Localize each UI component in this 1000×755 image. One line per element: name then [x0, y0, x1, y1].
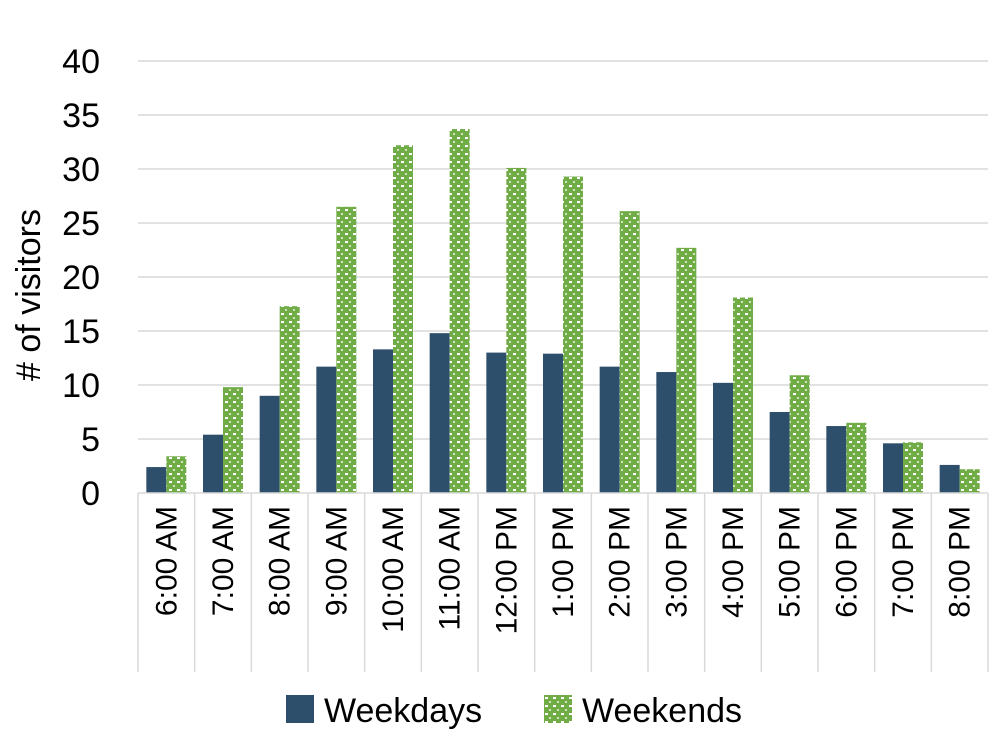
bars	[146, 129, 980, 494]
bar-weekdays-6	[486, 352, 507, 493]
bar-weekends-1	[223, 387, 243, 493]
bar-weekends-14	[959, 469, 980, 493]
x-tick-label: 8:00 PM	[944, 506, 977, 618]
x-tick-label: 7:00 AM	[207, 506, 240, 616]
legend-label-weekdays: Weekdays	[324, 692, 482, 730]
bar-weekdays-3	[316, 366, 337, 493]
x-tick-labels: 6:00 AM 7:00 AM 8:00 AM 9:00 AM 10:00 AM 11:0…	[150, 506, 976, 634]
y-tick-label: 0	[81, 475, 100, 513]
y-tick-label: 15	[62, 313, 100, 351]
x-tick-label: 4:00 PM	[717, 506, 750, 618]
y-tick-label: 30	[62, 151, 100, 189]
axes	[137, 492, 989, 672]
bar-weekdays-0	[146, 467, 167, 493]
x-tick-label: 3:00 PM	[660, 506, 693, 618]
bar-weekends-13	[903, 442, 923, 493]
x-tick-label: 6:00 PM	[830, 506, 863, 618]
x-tick-label: 2:00 PM	[604, 506, 637, 618]
y-tick-labels: 0 5 10 15 20 25 30 35 40	[62, 43, 100, 513]
bar-weekends-3	[336, 206, 357, 494]
bar-weekdays-9	[656, 372, 677, 493]
x-tick-label: 9:00 AM	[320, 506, 353, 616]
bar-weekdays-11	[769, 412, 790, 493]
bar-weekends-2	[279, 306, 300, 493]
y-tick-label: 25	[62, 205, 100, 243]
bar-weekends-4	[393, 145, 413, 494]
bar-weekdays-5	[429, 333, 450, 493]
legend: Weekdays Weekends	[286, 692, 742, 730]
bar-weekdays-14	[939, 464, 960, 493]
x-tick-label: 12:00 PM	[490, 506, 523, 634]
bar-weekends-8	[619, 211, 640, 493]
bar-weekends-0	[166, 456, 187, 493]
x-tick-label: 5:00 PM	[774, 506, 807, 618]
x-tick-label: 11:00 AM	[434, 506, 467, 631]
bar-weekdays-12	[826, 426, 847, 493]
bar-weekends-10	[733, 297, 753, 493]
bar-weekends-5	[449, 129, 470, 494]
bar-weekends-12	[846, 422, 867, 493]
y-tick-label: 20	[62, 259, 100, 297]
bar-weekends-11	[789, 375, 810, 493]
x-tick-label: 1:00 PM	[547, 506, 580, 618]
bar-weekdays-1	[203, 434, 223, 493]
bar-weekdays-4	[373, 349, 393, 493]
x-tick-label: 10:00 AM	[377, 506, 410, 633]
bar-weekdays-8	[599, 366, 620, 493]
legend-swatch-weekends	[544, 695, 572, 723]
x-tick-label: 8:00 AM	[264, 506, 297, 616]
y-tick-label: 5	[81, 421, 100, 459]
bar-weekdays-2	[259, 395, 280, 493]
y-tick-label: 35	[62, 97, 100, 135]
y-tick-label: 40	[62, 43, 100, 81]
x-tick-label: 6:00 AM	[150, 506, 183, 616]
bar-weekends-6	[506, 167, 527, 494]
y-axis-label: # of visitors	[10, 209, 48, 381]
legend-label-weekends: Weekends	[582, 692, 742, 730]
bar-weekends-7	[563, 176, 583, 493]
bar-weekdays-7	[543, 353, 563, 493]
x-tick-label: 7:00 PM	[887, 506, 920, 618]
y-tick-label: 10	[62, 367, 100, 405]
legend-swatch-weekdays	[286, 695, 314, 723]
bar-weekdays-10	[713, 382, 733, 493]
bar-weekends-9	[676, 247, 697, 493]
bar-weekdays-13	[883, 443, 903, 493]
